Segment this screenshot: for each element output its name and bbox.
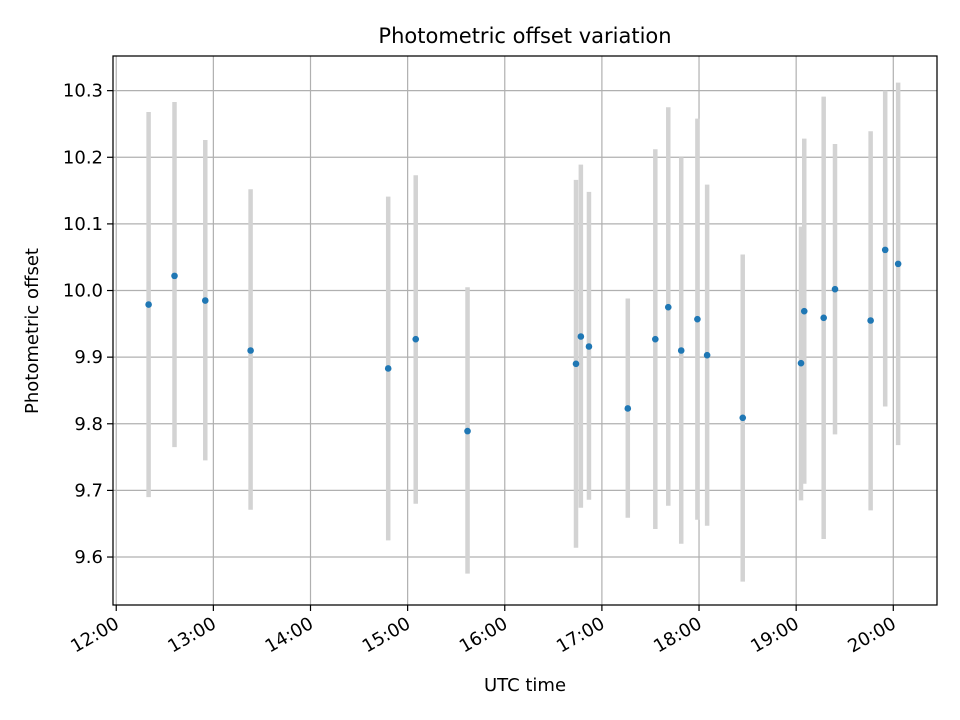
y-tick-label: 9.7 [74, 480, 103, 501]
data-point [171, 272, 178, 280]
data-point [652, 335, 659, 343]
y-tick-label: 9.8 [74, 414, 103, 435]
data-point [145, 301, 152, 308]
plot-area [113, 56, 937, 605]
data-point [664, 303, 672, 311]
data-point [572, 360, 580, 368]
x-axis-label: UTC time [484, 675, 566, 696]
data-point [585, 343, 593, 350]
y-tick-label: 9.9 [74, 347, 103, 368]
y-tick-label: 9.6 [74, 547, 103, 568]
data-point [247, 347, 254, 354]
data-point [694, 315, 701, 323]
data-points [145, 246, 902, 435]
data-point [797, 359, 805, 367]
data-point [464, 427, 471, 435]
data-point [831, 285, 839, 293]
data-point [820, 314, 827, 322]
y-tick-label: 10.0 [63, 281, 103, 302]
y-tick-label: 10.3 [63, 81, 103, 102]
data-point [384, 365, 392, 372]
plot-frame [112, 55, 938, 606]
y-axis-label: Photometric offset [22, 248, 43, 414]
data-point [739, 414, 747, 422]
data-point [412, 335, 420, 343]
data-point [881, 246, 889, 254]
y-tick-label: 10.2 [63, 147, 103, 168]
chart-title: Photometric offset variation [378, 24, 671, 48]
data-point [800, 307, 808, 315]
data-point [894, 260, 902, 268]
data-point [577, 333, 585, 340]
data-point [624, 405, 632, 412]
y-tick-label: 10.1 [63, 214, 103, 235]
data-point [703, 351, 711, 359]
y-axis-ticks: 9.6 9.7 9.8 9.9 10.0 10.1 10.2 10.3 [63, 81, 113, 568]
data-point [677, 347, 685, 354]
data-point [201, 297, 209, 304]
data-point [867, 317, 874, 324]
